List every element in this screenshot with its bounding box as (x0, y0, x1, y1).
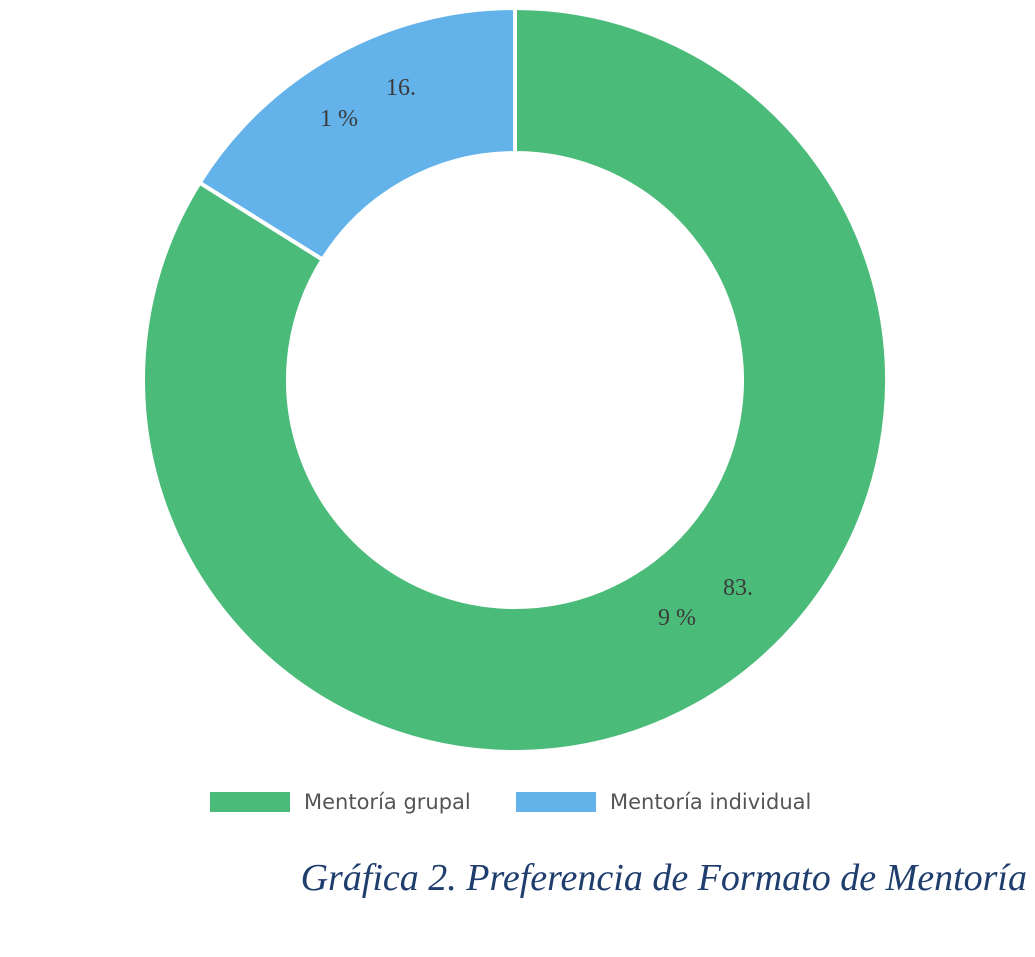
data-label-grupal-line2: 9 % (658, 605, 696, 631)
figure-caption: Gráfica 2. Preferencia de Formato de Men… (300, 857, 1027, 899)
data-label-grupal-line1: 83. (723, 575, 753, 601)
legend-swatch-individual (516, 792, 596, 812)
legend-swatch-grupal (210, 792, 290, 812)
data-label-individual-line1: 16. (386, 75, 416, 101)
legend-label-grupal: Mentoría grupal (304, 790, 471, 814)
slice-labels: 83. 9 % 16. 1 % (320, 75, 753, 631)
donut-slice-individual (196, 5, 517, 263)
donut-slices (141, 5, 889, 754)
legend: Mentoría grupal Mentoría individual (210, 790, 811, 814)
donut-slice-grupal (141, 5, 889, 754)
legend-label-individual: Mentoría individual (610, 790, 811, 814)
data-label-individual-line2: 1 % (320, 106, 358, 132)
